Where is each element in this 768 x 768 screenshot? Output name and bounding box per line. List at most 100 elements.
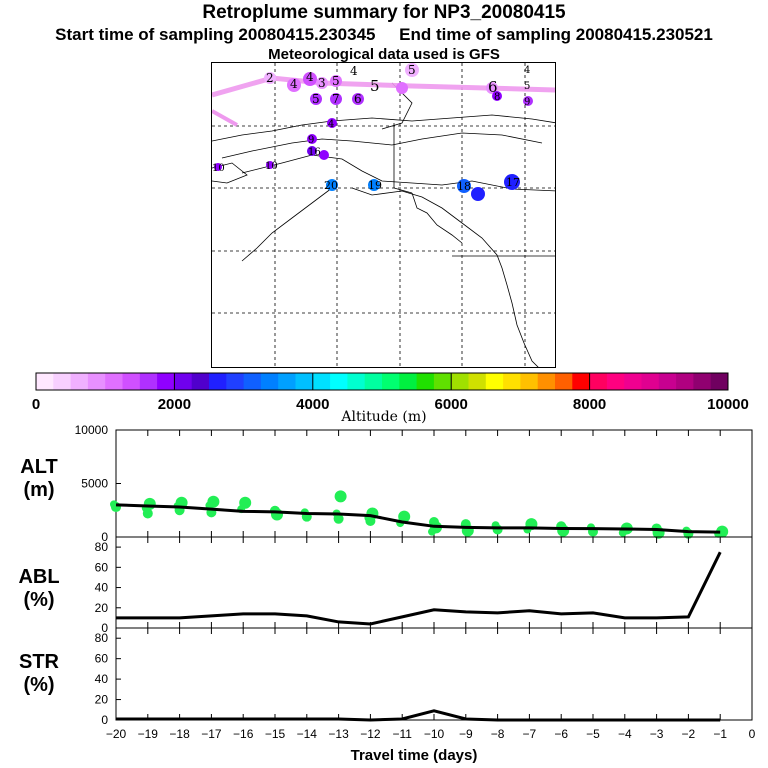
x-tick-label: −15: [265, 727, 286, 741]
traj-label: 3: [318, 76, 326, 90]
colorbar-cell: [451, 373, 469, 390]
colorbar-cell: [382, 373, 400, 390]
colorbar-cell: [624, 373, 642, 390]
traj-label: 5: [312, 92, 320, 106]
panel-alt: 0 5000 10000: [75, 423, 753, 544]
x-tick-label: −1: [713, 727, 727, 741]
alt-scatter-point: [557, 524, 570, 537]
colorbar-cell: [606, 373, 625, 390]
x-tick-label: −13: [328, 727, 349, 741]
x-tick-label: −6: [554, 727, 568, 741]
colorbar-cell: [433, 373, 452, 390]
colorbar-tick-label: 4000: [296, 396, 329, 412]
abl-ylabel: ABL (%): [18, 566, 60, 611]
panel-abl: 0 20 40 60 80: [95, 536, 753, 635]
x-tick-label: −10: [424, 727, 445, 741]
map-coastlines: [212, 82, 555, 367]
traj-label: 8: [494, 92, 500, 103]
map-graticule: [212, 63, 555, 367]
y-tick-label: 40: [95, 672, 109, 686]
panel-frame: [115, 627, 753, 721]
x-tick-label: −16: [233, 727, 254, 741]
colorbar-cell: [364, 373, 383, 390]
colorbar-cell: [53, 373, 72, 390]
colorbar-cell: [105, 373, 123, 390]
colorbar-cell: [122, 373, 141, 390]
traj-label: 17: [506, 176, 520, 189]
y-tick-label: 5000: [81, 477, 108, 491]
y-tick-label: 40: [95, 581, 109, 595]
start-sampling: Start time of sampling 20080415.230345: [55, 25, 376, 44]
colorbar-tick-label: 6000: [435, 396, 468, 412]
traj-label: 5: [332, 74, 340, 88]
x-tick-label: 0: [749, 727, 756, 741]
colorbar-cell: [209, 373, 227, 390]
y-tick-label: 60: [95, 560, 109, 574]
traj-label: 5: [370, 77, 380, 95]
traj-label: 5: [524, 81, 530, 92]
altitude-colorbar: 0 2000 4000 6000 8000 10000: [32, 372, 749, 412]
alt-scatter-point: [428, 527, 436, 536]
panel-str: 0 20 40 60 80: [95, 627, 753, 727]
traj-label: 4: [328, 119, 334, 130]
colorbar-tick-label: 0: [32, 396, 40, 412]
trajectory-map: 2 4 4 3 4 5 5 5 6 4 5 6 7 8 9 9 10 10 19…: [211, 62, 556, 368]
colorbar-tick-label: 2000: [158, 396, 191, 412]
colorbar-cell: [330, 373, 348, 390]
traj-label: 18: [457, 180, 471, 193]
trajectory-markers: [214, 63, 533, 201]
x-tick-label: −8: [491, 727, 505, 741]
abl-line: [116, 551, 722, 626]
colorbar-cell: [295, 373, 314, 390]
colorbar-cell: [87, 373, 106, 390]
traj-label: 5: [408, 63, 416, 77]
colorbar-cell: [226, 373, 245, 390]
x-tick-label: −14: [297, 727, 318, 741]
colorbar-cells: [36, 373, 729, 390]
traj-label: 10: [212, 163, 225, 174]
alt-scatter-point: [142, 508, 153, 519]
panel-frame: [115, 536, 753, 629]
traj-label: 10: [265, 161, 278, 172]
y-tick-label: 60: [95, 652, 109, 666]
colorbar-cell: [70, 373, 89, 390]
y-tick-label: 20: [95, 693, 109, 707]
colorbar-tick-label: 10000: [707, 396, 749, 412]
colorbar-cell: [676, 373, 694, 390]
colorbar-cell: [243, 373, 262, 390]
colorbar-tick-label: 8000: [573, 396, 606, 412]
x-tick-label: −20: [106, 727, 127, 741]
map-svg: 2 4 4 3 4 5 5 5 6 4 5 6 7 8 9 9 10 10 19…: [212, 63, 555, 367]
x-tick-label: −17: [201, 727, 222, 741]
alt-ylabel: ALT (m): [20, 456, 58, 501]
colorbar-cell: [312, 373, 331, 390]
traj-label: 6: [488, 78, 498, 96]
colorbar-cell: [36, 373, 54, 390]
y-tick-label: 10000: [75, 423, 109, 437]
traj-label: 19: [368, 179, 382, 192]
x-tick-label: −18: [169, 727, 190, 741]
y-tick-label: 0: [101, 621, 108, 635]
colorbar-cell: [520, 373, 539, 390]
colorbar-cell: [174, 373, 193, 390]
traj-label: 4: [290, 77, 298, 91]
y-tick-label: 0: [101, 530, 108, 544]
traj-label: 9: [308, 135, 314, 146]
x-axis-label: Travel time (days): [351, 747, 478, 764]
str-ylabel: STR (%): [19, 651, 59, 696]
colorbar-cell: [139, 373, 158, 390]
map-borders: [393, 123, 555, 257]
alt-scatter-point: [618, 528, 627, 537]
chart-title: Retroplume summary for NP3_20080415: [202, 2, 566, 23]
traj-label: 4: [524, 65, 530, 76]
traj-label: 7: [332, 92, 340, 106]
x-tick-labels: −20 −19 −18 −17 −16 −15 −14 −13 −12 −11 −10 −9 −8 −7−…: [106, 727, 756, 741]
colorbar-cell: [416, 373, 435, 390]
traj-label: 4: [306, 70, 314, 84]
x-tick-label: −11: [392, 727, 412, 741]
x-tick-label: −5: [586, 727, 600, 741]
x-tick-label: −7: [523, 727, 537, 741]
colorbar-cell: [572, 373, 591, 390]
colorbar-cell: [347, 373, 366, 390]
x-tick-label: −2: [682, 727, 696, 741]
